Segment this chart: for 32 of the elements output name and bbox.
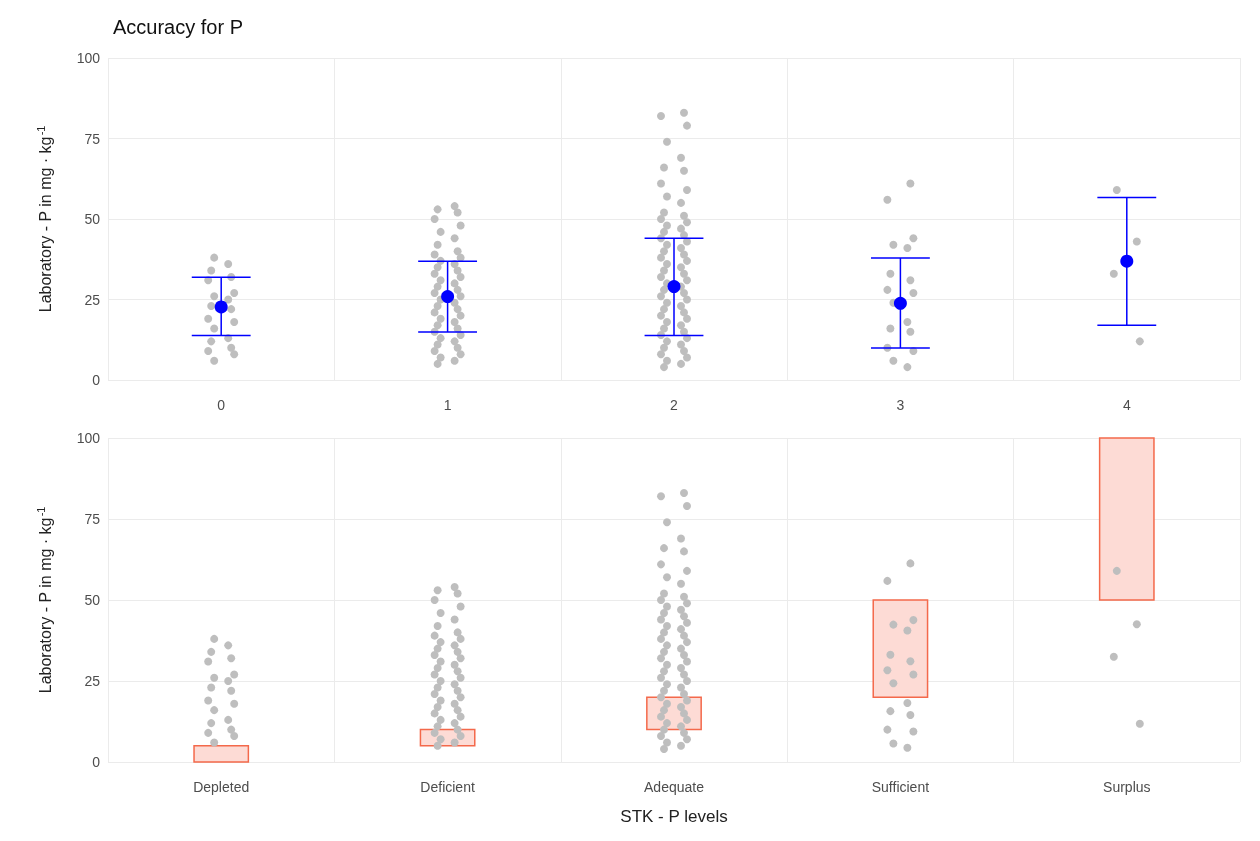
bar	[1098, 437, 1155, 601]
y-tick-label: 50	[84, 211, 101, 227]
y-tick-label: 0	[92, 372, 101, 388]
x-tick-label: Deficient	[420, 779, 475, 795]
x-tick-label: Adequate	[644, 779, 705, 795]
point	[1120, 254, 1134, 268]
point	[893, 296, 907, 310]
y-tick-label: 0	[92, 754, 101, 770]
point	[214, 300, 228, 314]
y-tick-label: 75	[84, 130, 101, 147]
y-tick-label: 75	[84, 511, 101, 527]
y-axis-title: Laboratory - P in mg · kg-1	[34, 125, 54, 313]
point	[667, 280, 681, 294]
y-tick-label: 25	[84, 673, 101, 689]
x-tick-label: Surplus	[1103, 779, 1151, 795]
x-tick-label: Depleted	[193, 779, 250, 795]
y-tick-label: 100	[76, 50, 101, 66]
bar	[193, 745, 250, 763]
x-axis-title: STK - P levels	[620, 807, 728, 826]
y-axis-title: Laboratory - P in mg · kg-1	[34, 506, 54, 694]
y-tick-label: 25	[84, 291, 101, 308]
x-tick-label: 0	[217, 397, 226, 413]
y-tick-label: 50	[84, 592, 101, 608]
x-tick-label: 1	[443, 397, 452, 413]
bar	[872, 599, 929, 698]
point	[441, 290, 455, 304]
x-tick-label: 3	[896, 397, 905, 413]
x-tick-label: 2	[670, 397, 679, 413]
y-tick-label: 100	[76, 430, 101, 446]
x-tick-label: 4	[1122, 397, 1131, 413]
x-tick-label: Sufficient	[871, 779, 930, 795]
chart-title: Accuracy for P	[113, 16, 244, 38]
